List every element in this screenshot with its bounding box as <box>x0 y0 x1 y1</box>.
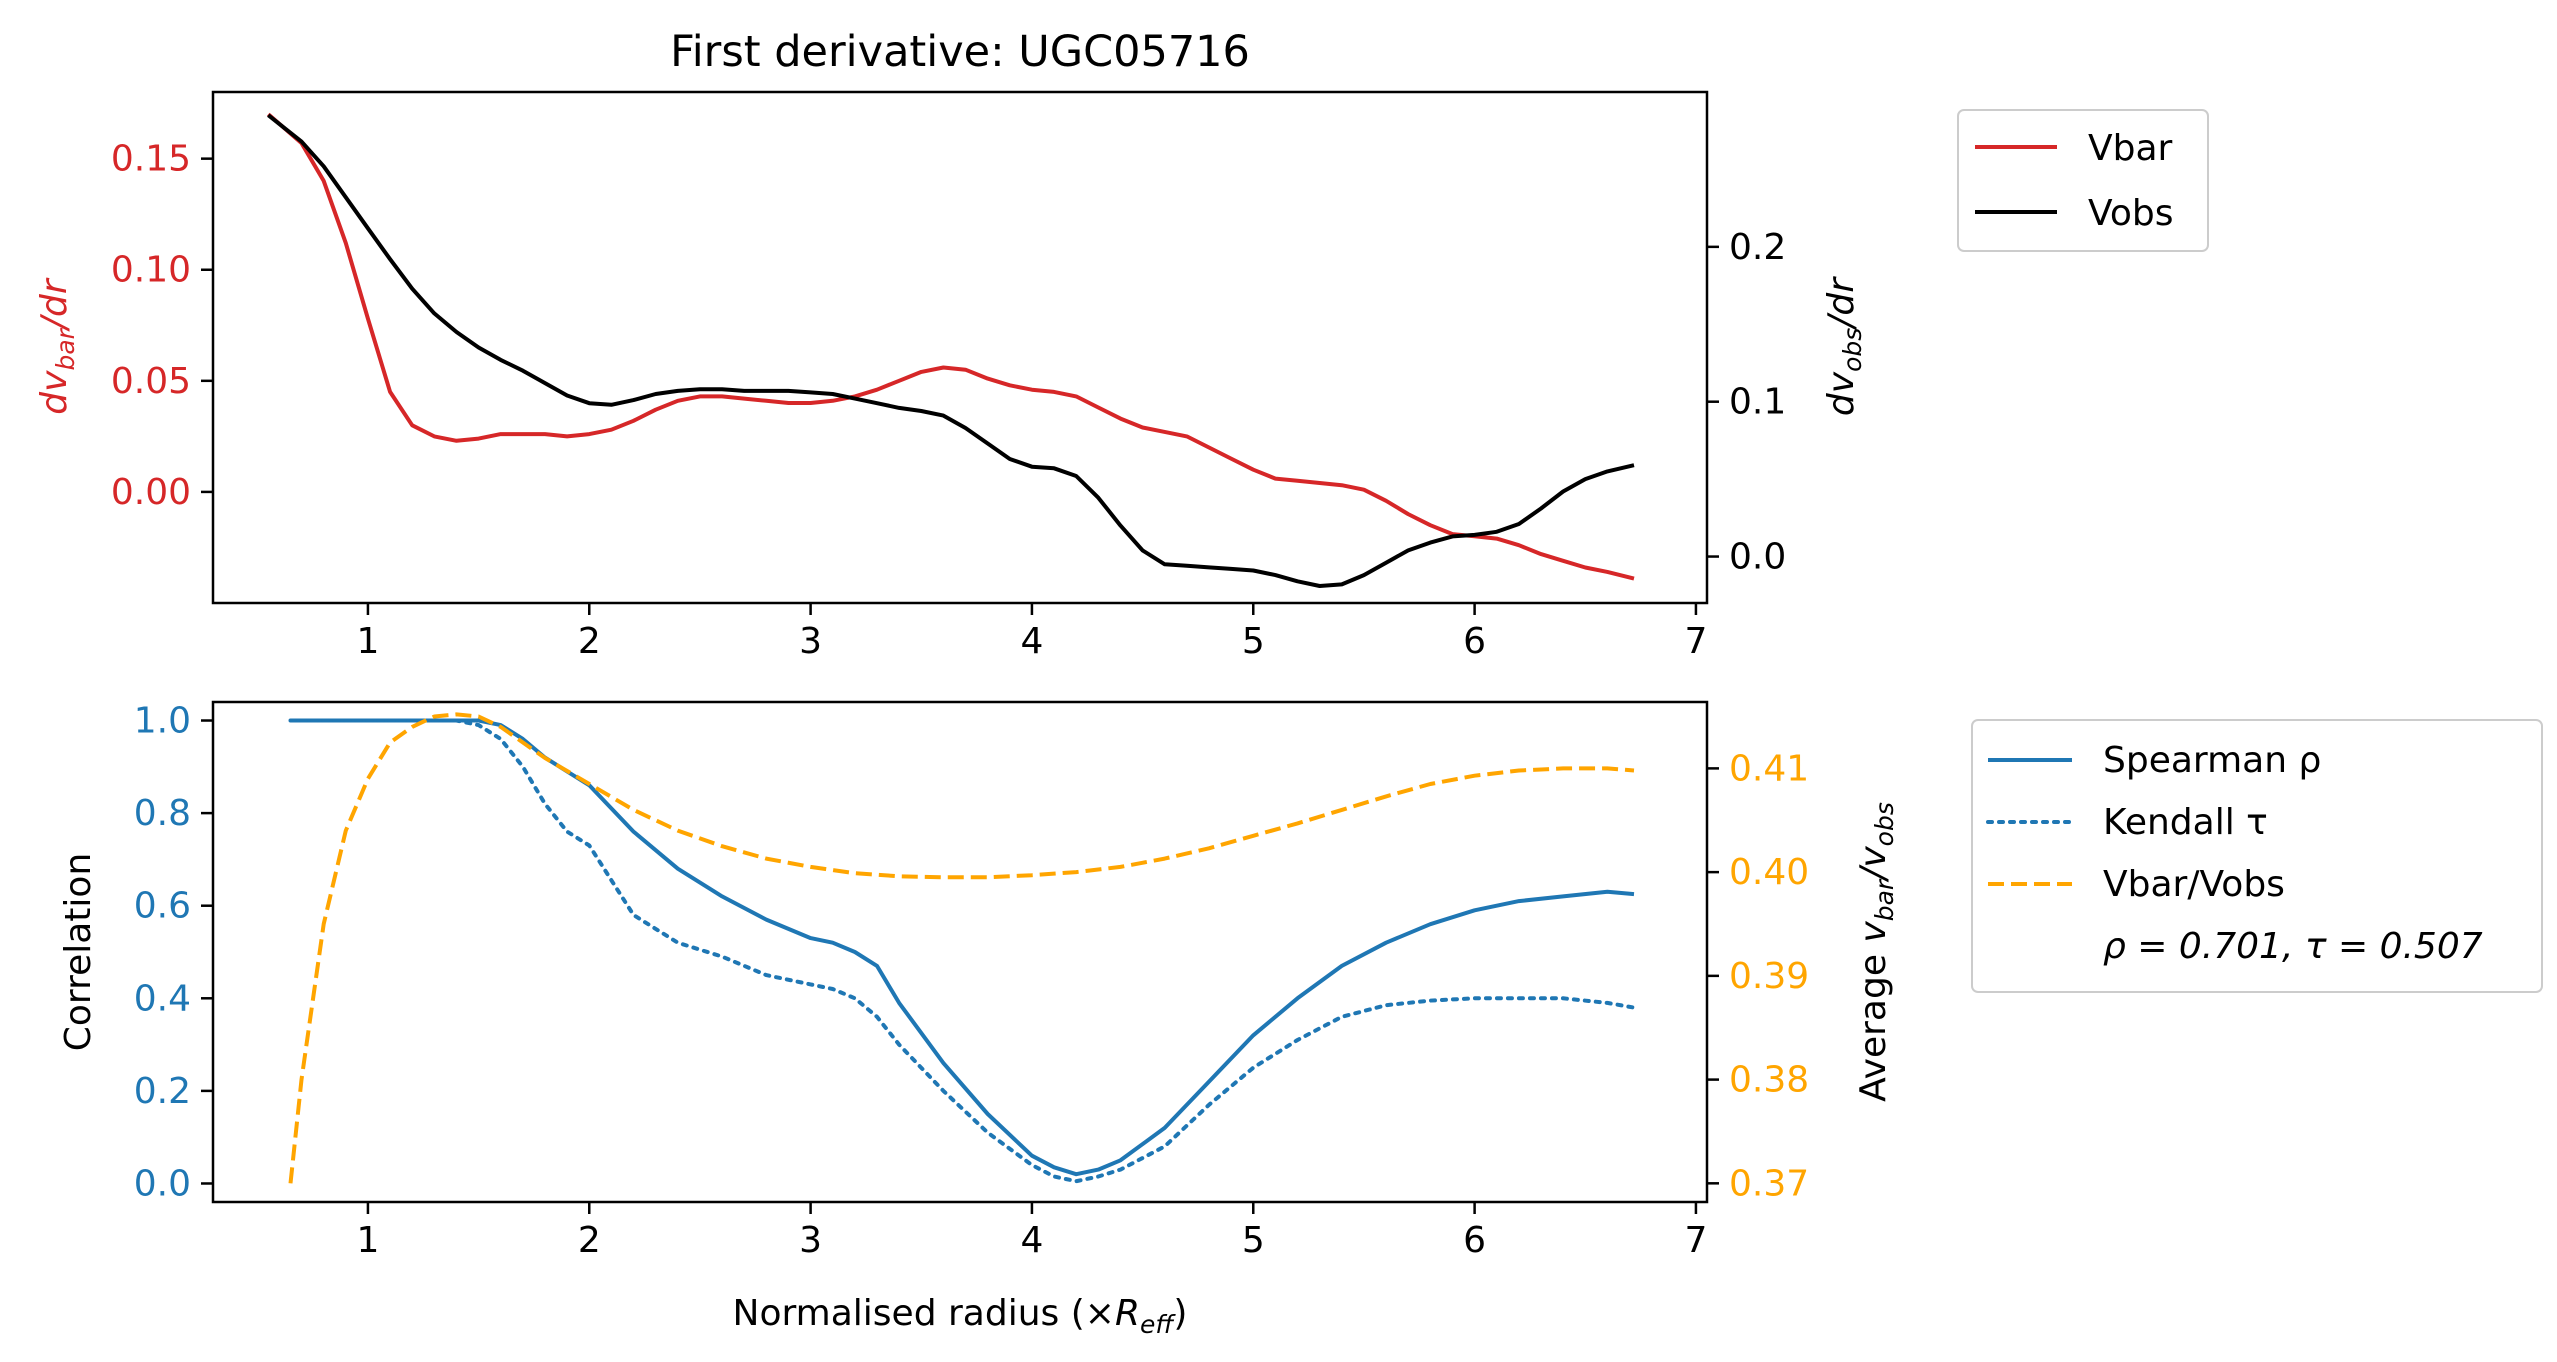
series-line-kendall <box>288 718 1636 1184</box>
x-tick-label: 3 <box>799 1220 822 1261</box>
left-y-tick-label: 0.15 <box>111 139 191 180</box>
top-left-y-label: dvbar/dr <box>34 277 80 415</box>
legend-kendall-label: Kendall τ <box>2103 802 2268 843</box>
bottom-left-y-axis: 0.0 0.2 0.4 0.6 0.8 1.0 <box>134 701 213 1204</box>
series-line-vbar-vobs <box>288 712 1635 1184</box>
x-tick-label: 4 <box>1020 621 1043 662</box>
series-line-vbar <box>266 112 1635 581</box>
x-tick-label: 2 <box>578 1220 601 1261</box>
right-y-tick-label: 0.39 <box>1729 956 1809 997</box>
x-tick-label: 7 <box>1684 621 1707 662</box>
bottom-legend-box <box>1971 719 2543 993</box>
x-tick-label: 5 <box>1242 1220 1265 1261</box>
bottom-x-axis: 1 2 3 4 5 6 7 <box>356 1202 1707 1261</box>
top-left-y-axis: 0.00 0.05 0.10 0.15 <box>111 139 213 513</box>
bottom-plot-frame <box>211 700 1709 1204</box>
x-tick-label: 7 <box>1684 1220 1707 1261</box>
legend-vobs-label: Vobs <box>2088 193 2173 234</box>
right-y-tick-label: 0.40 <box>1729 852 1809 893</box>
x-tick-label: 1 <box>356 621 379 662</box>
x-tick-label: 5 <box>1242 621 1265 662</box>
top-right-y-axis: 0.0 0.1 0.2 <box>1707 227 1786 578</box>
top-legend: Vbar Vobs <box>1957 109 2209 252</box>
x-tick-label: 3 <box>799 621 822 662</box>
legend-spearman-label: Spearman ρ <box>2103 740 2321 781</box>
x-tick-label: 6 <box>1463 1220 1486 1261</box>
left-y-tick-label: 0.8 <box>134 793 191 834</box>
left-y-tick-label: 0.4 <box>134 978 191 1019</box>
x-tick-label: 4 <box>1020 1220 1043 1261</box>
legend-ratio-label: Vbar/Vobs <box>2103 864 2285 905</box>
left-y-tick-label: 1.0 <box>134 701 191 742</box>
left-y-tick-label: 0.0 <box>134 1163 191 1204</box>
right-y-tick-label: 0.37 <box>1729 1163 1809 1204</box>
left-y-tick-label: 0.05 <box>111 361 191 402</box>
left-y-tick-label: 0.00 <box>111 472 191 513</box>
right-y-tick-label: 0.38 <box>1729 1060 1809 1101</box>
series-line-vobs <box>267 113 1635 588</box>
left-y-tick-label: 0.6 <box>134 886 191 927</box>
bottom-legend: Spearman ρ Kendall τ Vbar/Vobs ρ = 0.701… <box>1971 719 2543 993</box>
x-tick-label: 2 <box>578 621 601 662</box>
top-right-y-label: dvobs/dr <box>1821 276 1867 416</box>
bottom-series-layer <box>288 712 1636 1184</box>
top-x-axis: 1 2 3 4 5 6 7 <box>356 603 1707 662</box>
bottom-right-y-axis: 0.37 0.38 0.39 0.40 0.41 <box>1707 748 1809 1204</box>
x-tick-label: 1 <box>356 1220 379 1261</box>
x-tick-label: 6 <box>1463 621 1486 662</box>
right-y-tick-label: 0.0 <box>1729 537 1786 578</box>
right-y-tick-label: 0.41 <box>1729 748 1809 789</box>
top-series-layer <box>266 112 1635 588</box>
legend-vbar-label: Vbar <box>2088 128 2173 169</box>
legend-correlation-annotation: ρ = 0.701, τ = 0.507 <box>2103 926 2483 967</box>
right-y-tick-label: 0.1 <box>1729 382 1786 423</box>
left-y-tick-label: 0.2 <box>134 1071 191 1112</box>
top-plot-frame <box>211 90 1709 605</box>
right-y-tick-label: 0.2 <box>1729 227 1786 268</box>
bottom-left-y-label: Correlation <box>58 853 99 1052</box>
left-y-tick-label: 0.10 <box>111 250 191 291</box>
top-title: First derivative: UGC05716 <box>670 27 1250 77</box>
bottom-right-y-label: Average vbar/vobs <box>1853 802 1899 1102</box>
bottom-x-label: Normalised radius (×Reff) <box>733 1293 1188 1339</box>
